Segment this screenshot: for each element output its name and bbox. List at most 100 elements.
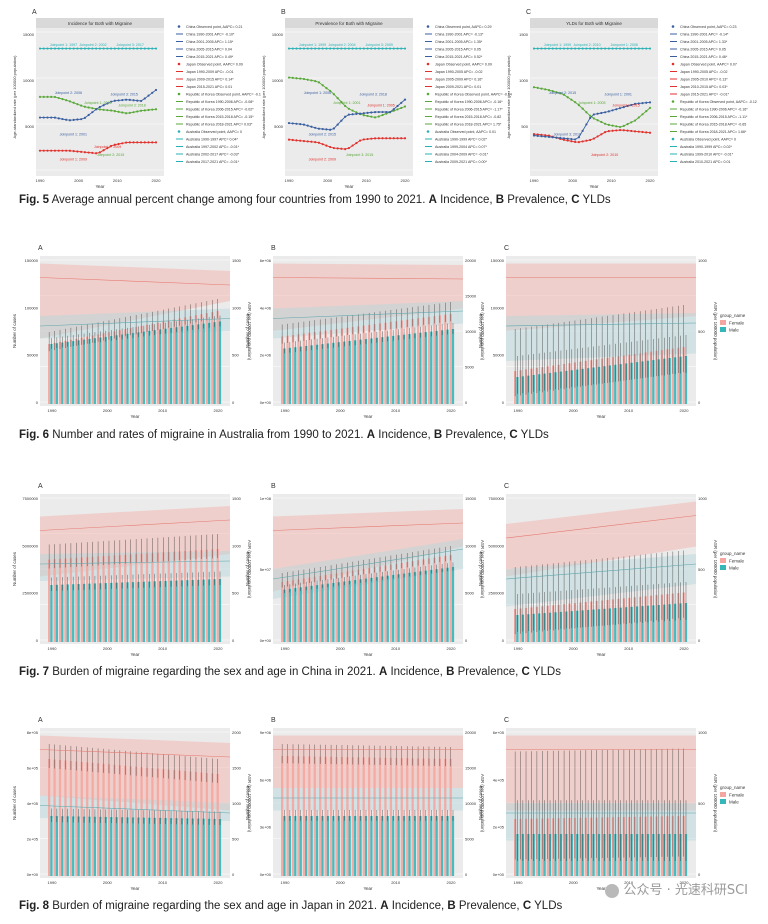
observed-point-japan [633,130,637,133]
x-tick-label: 2000 [103,880,113,885]
bar-male [126,817,129,876]
bar-male [315,816,319,876]
observed-point-aus [329,47,332,50]
observed-point-aus [388,47,392,50]
observed-point-korea [648,106,652,109]
observed-point-aus [121,47,124,50]
observed-point-china [113,99,116,102]
observed-point-japan [637,130,640,133]
observed-point-korea [381,113,384,117]
x-tick-label: 1990 [36,178,46,183]
bar-male [148,330,151,404]
bar-female [329,329,333,404]
joinpoint-label: Joinpoint 3: 2018 [554,133,581,137]
observed-point-japan [373,137,377,140]
bar-male [207,579,211,642]
bar-male [77,816,80,876]
legend-entry: China 1990-2001 APC= -0.14* [680,33,729,37]
panel-title-strip [285,18,413,28]
observed-point-aus [80,47,83,50]
bar-female [400,320,403,404]
bar-female [96,334,100,404]
observed-point-korea [607,123,610,127]
fig8-caption-a-text: Incidence, [391,900,445,912]
observed-point-aus [396,47,399,50]
observed-point-japan [329,145,332,149]
observed-point-aus [113,47,116,50]
observed-point-china [381,110,384,114]
observed-point-aus [385,47,388,50]
fig8-caption: Fig. 8 Burden of migraine regarding the … [19,900,562,912]
fig7-panel-c: C 7500000 5000000 2500000 0 1000 500 0 1990 2000 2… [478,483,746,657]
observed-point-aus [317,47,321,50]
observed-point-korea [555,91,558,94]
bar-female [406,758,409,876]
bar-female [395,563,398,642]
y-tick-label: 2e+05 [493,825,505,830]
observed-point-china [388,110,392,114]
legend-entry: Australia 2010-2021 APC= 0.01 [680,160,730,164]
fig8-caption-a: A [380,900,389,912]
bar-male [137,817,140,876]
joinpoint-label: Joinpoint 1: 2001 [605,92,632,96]
observed-point-aus [38,47,42,50]
bar-female [107,764,111,876]
observed-point-japan [392,137,395,140]
observed-point-china [46,116,49,119]
x-tick-label: 1990 [514,408,524,413]
observed-point-japan [630,129,633,133]
bar-male [402,334,406,404]
y2-tick-label: 1000 [698,496,708,501]
bar-female [335,756,338,876]
observed-point-aus [306,47,309,50]
bar-male [148,817,151,876]
bar-female [162,552,165,642]
bar-female [124,554,127,642]
bar-female [96,763,100,876]
bar-female [346,327,349,404]
observed-point-aus [622,47,625,50]
bar-male [652,605,655,642]
legend-label-male: Male [729,566,739,571]
legend-entry: Japan 2015-2021 APC= -0.01* [680,93,729,97]
x-axis-label: Year [596,886,606,891]
observed-point-china [106,102,109,105]
observed-point-aus [68,47,72,50]
observed-point-korea [310,79,313,82]
legend-marker [177,130,181,133]
observed-point-china [154,88,158,92]
observed-point-korea [611,124,614,127]
bar-male [359,816,362,876]
fig8-panel-b: B9e+066e+063e+060e+002000015000100005000… [245,717,485,891]
observed-point-korea [295,77,298,80]
observed-point-china [136,99,139,102]
fig6-panel-a: A 150000 100000 50000 0 1500 1000 500 0 1990 2000 2… [12,245,252,419]
joinpoint-label: Joinpoint 1: 2001 [60,133,87,137]
observed-point-japan [344,148,347,151]
y-tick-label: 5000000 [22,543,38,548]
x-tick-label: 2000 [569,646,579,651]
bar-male [392,574,395,642]
bar-female [368,324,371,404]
bar-female [124,765,127,876]
joinpoint-label: Joinpoint 2: 2004 [328,43,355,47]
panel-bg [285,28,413,176]
x-tick-label: 2020 [680,646,690,651]
fig5-caption-c: C [571,194,580,206]
x-tick-label: 1990 [48,408,58,413]
y2-tick-label: 5000 [465,837,475,842]
joinpoint-label: Joinpoint 1: 2006 [304,91,331,95]
bar-male [321,816,324,876]
observed-point-korea [559,92,562,95]
bar-male [137,581,140,642]
y-axis-label: Age-standardized rate (per 100000 popula… [506,55,511,139]
bar-male [592,367,595,404]
observed-point-japan [295,139,298,142]
bar-female [216,549,219,642]
bar-male [66,816,69,876]
observed-point-japan [577,141,581,144]
bar-female [346,757,349,876]
observed-point-china [585,123,588,126]
asr-trend-female [39,749,231,758]
observed-point-korea [314,80,317,83]
